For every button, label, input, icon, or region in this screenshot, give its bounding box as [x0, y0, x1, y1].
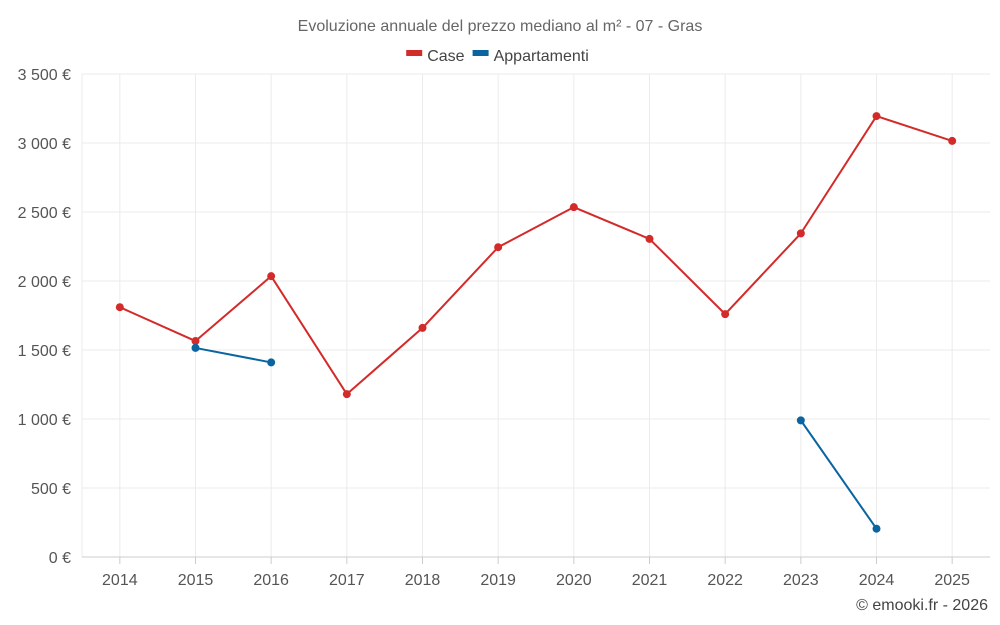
legend-swatch — [472, 50, 489, 56]
chart-title: Evoluzione annuale del prezzo mediano al… — [298, 18, 703, 35]
axis-layer: 0 € 500 € 1 000 € 1 500 € 2 000 € 2 500 € 3 00… — [18, 67, 990, 589]
series-line — [800, 419, 878, 530]
data-point[interactable] — [796, 416, 805, 425]
data-point[interactable] — [872, 112, 881, 121]
data-point[interactable] — [267, 272, 276, 281]
data-point[interactable] — [796, 229, 805, 238]
legend-label: Appartamenti — [494, 48, 589, 65]
legend[interactable]: Case Appartamenti — [406, 48, 589, 65]
data-point[interactable] — [267, 358, 276, 367]
x-tick-label: 2024 — [859, 572, 895, 589]
x-tick-label: 2019 — [480, 572, 516, 589]
data-point[interactable] — [569, 203, 578, 212]
x-tick-label: 2014 — [102, 572, 138, 589]
x-tick-label: 2018 — [405, 572, 441, 589]
legend-item-case[interactable]: Case — [406, 48, 465, 65]
y-tick-label: 2 500 € — [18, 205, 71, 222]
x-tick-label: 2021 — [632, 572, 668, 589]
series-case — [115, 112, 957, 399]
series-line — [119, 115, 953, 396]
legend-swatch — [406, 50, 423, 56]
data-point[interactable] — [721, 310, 730, 319]
legend-item-appartamenti[interactable]: Appartamenti — [472, 48, 589, 65]
y-tick-label: 0 € — [49, 550, 71, 567]
x-tick-label: 2025 — [934, 572, 970, 589]
x-tick-label: 2015 — [178, 572, 214, 589]
credit-text: © emooki.fr - 2026 — [856, 597, 988, 614]
series-appartamenti — [191, 343, 881, 533]
y-tick-label: 3 000 € — [18, 136, 71, 153]
x-tick-label: 2016 — [253, 572, 289, 589]
data-point[interactable] — [494, 243, 503, 252]
data-point[interactable] — [872, 524, 881, 533]
y-tick-label: 2 000 € — [18, 274, 71, 291]
grid-layer — [81, 73, 990, 557]
y-tick-label: 1 500 € — [18, 343, 71, 360]
x-tick-label: 2017 — [329, 572, 365, 589]
legend-label: Case — [427, 48, 464, 65]
series-layer — [115, 112, 957, 533]
x-tick-label: 2020 — [556, 572, 592, 589]
data-point[interactable] — [948, 136, 957, 145]
series-line — [195, 346, 272, 364]
x-tick-label: 2022 — [707, 572, 743, 589]
data-point[interactable] — [191, 343, 200, 352]
data-point[interactable] — [418, 323, 427, 332]
y-tick-label: 500 € — [31, 481, 71, 498]
y-tick-label: 3 500 € — [18, 67, 71, 84]
x-tick-label: 2023 — [783, 572, 819, 589]
data-point[interactable] — [115, 303, 124, 312]
data-point[interactable] — [191, 337, 200, 346]
y-tick-label: 1 000 € — [18, 412, 71, 429]
data-point[interactable] — [645, 234, 654, 243]
data-point[interactable] — [342, 390, 351, 399]
